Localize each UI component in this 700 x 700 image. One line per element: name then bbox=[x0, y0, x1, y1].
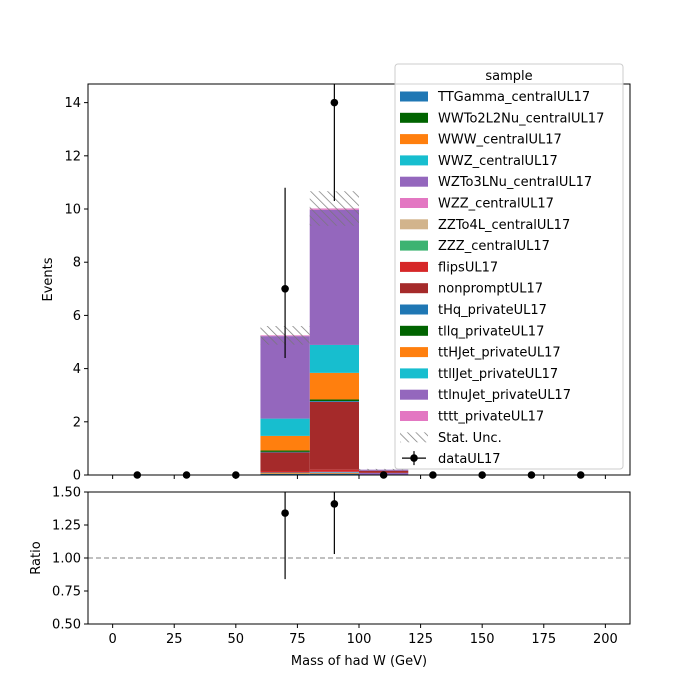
legend-title: sample bbox=[485, 69, 532, 84]
y-tick-label-2: 2 bbox=[73, 415, 81, 430]
stat-uncertainty-band bbox=[260, 191, 409, 471]
ratio-point-1 bbox=[330, 500, 339, 508]
ratio-x-ticks: 0 25 50 75 100 125 150 175 200 bbox=[108, 624, 618, 647]
main-y-axis-label: Events bbox=[41, 257, 56, 301]
bar-nonpromptul17-bin-3 bbox=[260, 452, 310, 472]
bar-ttlljet-privateul17-bin-4 bbox=[309, 344, 359, 373]
legend-swatch-wwto2l2nu-centralul17 bbox=[400, 112, 428, 123]
legend-label-stat-unc-: Stat. Unc. bbox=[438, 431, 502, 446]
bar-tllq-privateul17-bin-3 bbox=[260, 450, 310, 452]
x-tick-label-175: 175 bbox=[531, 632, 556, 647]
ratio-y-tick-label-0.75: 0.75 bbox=[52, 585, 81, 600]
y-tick-label-14: 14 bbox=[64, 96, 81, 111]
legend-swatch-flipsul17 bbox=[400, 261, 428, 272]
legend-swatch-www-centralul17 bbox=[400, 134, 428, 145]
legend-swatch-ttlnujet-privateul17 bbox=[400, 389, 428, 400]
legend-label-ttlljet-privateul17: ttllJet_privateUL17 bbox=[438, 367, 558, 382]
x-tick-label-100: 100 bbox=[347, 632, 372, 647]
legend-label-dataul17: dataUL17 bbox=[438, 452, 501, 467]
legend-swatch-tthjet-privateul17 bbox=[400, 347, 428, 358]
bar-nonpromptul17-bin-4 bbox=[309, 401, 359, 470]
bar-www-centralul17-bin-3 bbox=[260, 473, 310, 474]
legend-swatch-thq-privateul17 bbox=[400, 304, 428, 315]
ratio-y-tick-label-1.00: 1.00 bbox=[52, 552, 81, 567]
legend-label-wwto2l2nu-centralul17: WWTo2L2Nu_centralUL17 bbox=[438, 111, 604, 126]
main-y-ticks: 0 2 4 6 8 10 12 14 bbox=[64, 96, 88, 484]
data-point-3 bbox=[281, 285, 289, 293]
y-tick-label-0: 0 bbox=[73, 469, 81, 484]
bar-www-centralul17-bin-4 bbox=[309, 472, 359, 474]
bar-ttgamma-centralul17-bin-3 bbox=[260, 473, 310, 475]
legend-swatch-wzto3lnu-centralul17 bbox=[400, 176, 428, 187]
bar-thq-privateul17-bin-3 bbox=[260, 451, 310, 453]
bar-wzto3lnu-centralul17-bin-4 bbox=[309, 471, 359, 473]
ratio-y-tick-label-0.50: 0.50 bbox=[52, 618, 81, 633]
ratio-y-tick-label-1.50: 1.50 bbox=[52, 486, 81, 501]
bar-thq-privateul17-bin-4 bbox=[309, 401, 359, 402]
x-tick-label-25: 25 bbox=[166, 632, 183, 647]
legend: sample TTGamma_centralUL17 WWTo2L2Nu_centr… bbox=[394, 63, 624, 470]
ratio-y-tick-label-1.25: 1.25 bbox=[52, 519, 81, 534]
data-points bbox=[133, 84, 585, 479]
x-tick-label-125: 125 bbox=[408, 632, 433, 647]
legend-swatch-stat-unc- bbox=[400, 432, 428, 443]
bar-ttgamma-centralul17-bin-4 bbox=[309, 473, 359, 475]
bar-wwz-centralul17-bin-4 bbox=[309, 472, 359, 473]
legend-label-thq-privateul17: tHq_privateUL17 bbox=[438, 303, 547, 318]
x-tick-label-50: 50 bbox=[228, 632, 245, 647]
y-tick-label-6: 6 bbox=[73, 309, 81, 324]
legend-swatch-wzz-centralul17 bbox=[400, 198, 428, 208]
legend-label-zzz-centralul17: ZZZ_centralUL17 bbox=[438, 239, 550, 254]
legend-label-tllq-privateul17: tllq_privateUL17 bbox=[438, 324, 544, 339]
y-tick-label-10: 10 bbox=[64, 203, 81, 218]
legend-label-zzto4l-centralul17: ZZTo4L_centralUL17 bbox=[438, 218, 570, 233]
bar-ttlnujet-privateul17-bin-4 bbox=[309, 209, 359, 345]
legend-swatch-nonpromptul17 bbox=[400, 283, 428, 294]
legend-marker-dataul17 bbox=[410, 454, 418, 462]
legend-swatch-tttt-privateul17 bbox=[400, 411, 428, 421]
ratio-y-ticks: 0.50 0.75 1.00 1.25 1.50 bbox=[52, 486, 88, 633]
legend-label-wwz-centralul17: WWZ_centralUL17 bbox=[438, 154, 558, 169]
legend-label-www-centralul17: WWW_centralUL17 bbox=[438, 133, 562, 148]
legend-swatch-tllq-privateul17 bbox=[400, 325, 428, 336]
bar-ttlljet-privateul17-bin-3 bbox=[260, 418, 310, 436]
legend-swatch-ttlljet-privateul17 bbox=[400, 368, 428, 379]
y-tick-label-8: 8 bbox=[73, 256, 81, 271]
x-tick-label-150: 150 bbox=[470, 632, 495, 647]
legend-label-ttlnujet-privateul17: ttlnuJet_privateUL17 bbox=[438, 388, 571, 403]
stat-unc-bin-5 bbox=[359, 468, 409, 471]
x-tick-label-75: 75 bbox=[289, 632, 306, 647]
x-tick-label-200: 200 bbox=[593, 632, 618, 647]
ratio-points bbox=[281, 492, 339, 580]
data-point-4 bbox=[330, 98, 339, 107]
main-plot-panel: 0 2 4 6 8 10 12 14 Events sample TTGamma_central… bbox=[41, 63, 631, 484]
legend-swatch-ttgamma-centralul17 bbox=[400, 91, 428, 102]
bar-tthjet-privateul17-bin-3 bbox=[260, 435, 310, 451]
legend-swatch-wwz-centralul17 bbox=[400, 155, 428, 166]
legend-swatch-zzz-centralul17 bbox=[400, 240, 428, 251]
bar-flipsul17-bin-3 bbox=[260, 471, 310, 473]
legend-box bbox=[394, 63, 624, 470]
bar-tllq-privateul17-bin-4 bbox=[309, 399, 359, 402]
bar-flipsul17-bin-4 bbox=[309, 469, 359, 472]
legend-label-nonpromptul17: nonpromptUL17 bbox=[438, 282, 543, 297]
x-axis-label: Mass of had W (GeV) bbox=[291, 654, 427, 669]
y-tick-label-4: 4 bbox=[73, 362, 81, 377]
bar-tthjet-privateul17-bin-4 bbox=[309, 372, 359, 400]
legend-swatch-zzto4l-centralul17 bbox=[400, 219, 428, 230]
ratio-point-0 bbox=[281, 509, 289, 517]
ratio-y-axis-label: Ratio bbox=[29, 541, 44, 574]
main-x-ticks bbox=[112, 475, 606, 479]
legend-label-wzto3lnu-centralul17: WZTo3LNu_centralUL17 bbox=[438, 175, 592, 190]
legend-label-wzz-centralul17: WZZ_centralUL17 bbox=[438, 197, 554, 212]
legend-label-ttgamma-centralul17: TTGamma_centralUL17 bbox=[437, 90, 590, 105]
legend-label-tttt-privateul17: tttt_privateUL17 bbox=[438, 410, 544, 425]
bar-wwz-centralul17-bin-3 bbox=[260, 472, 310, 474]
x-tick-label-0: 0 bbox=[108, 632, 116, 647]
legend-label-tthjet-privateul17: ttHJet_privateUL17 bbox=[438, 346, 561, 361]
y-tick-label-12: 12 bbox=[64, 149, 81, 164]
legend-label-flipsul17: flipsUL17 bbox=[438, 260, 498, 275]
ratio-plot-panel: 0.50 0.75 1.00 1.25 1.50 0 25 50 75 100 125 150 175… bbox=[29, 486, 631, 669]
